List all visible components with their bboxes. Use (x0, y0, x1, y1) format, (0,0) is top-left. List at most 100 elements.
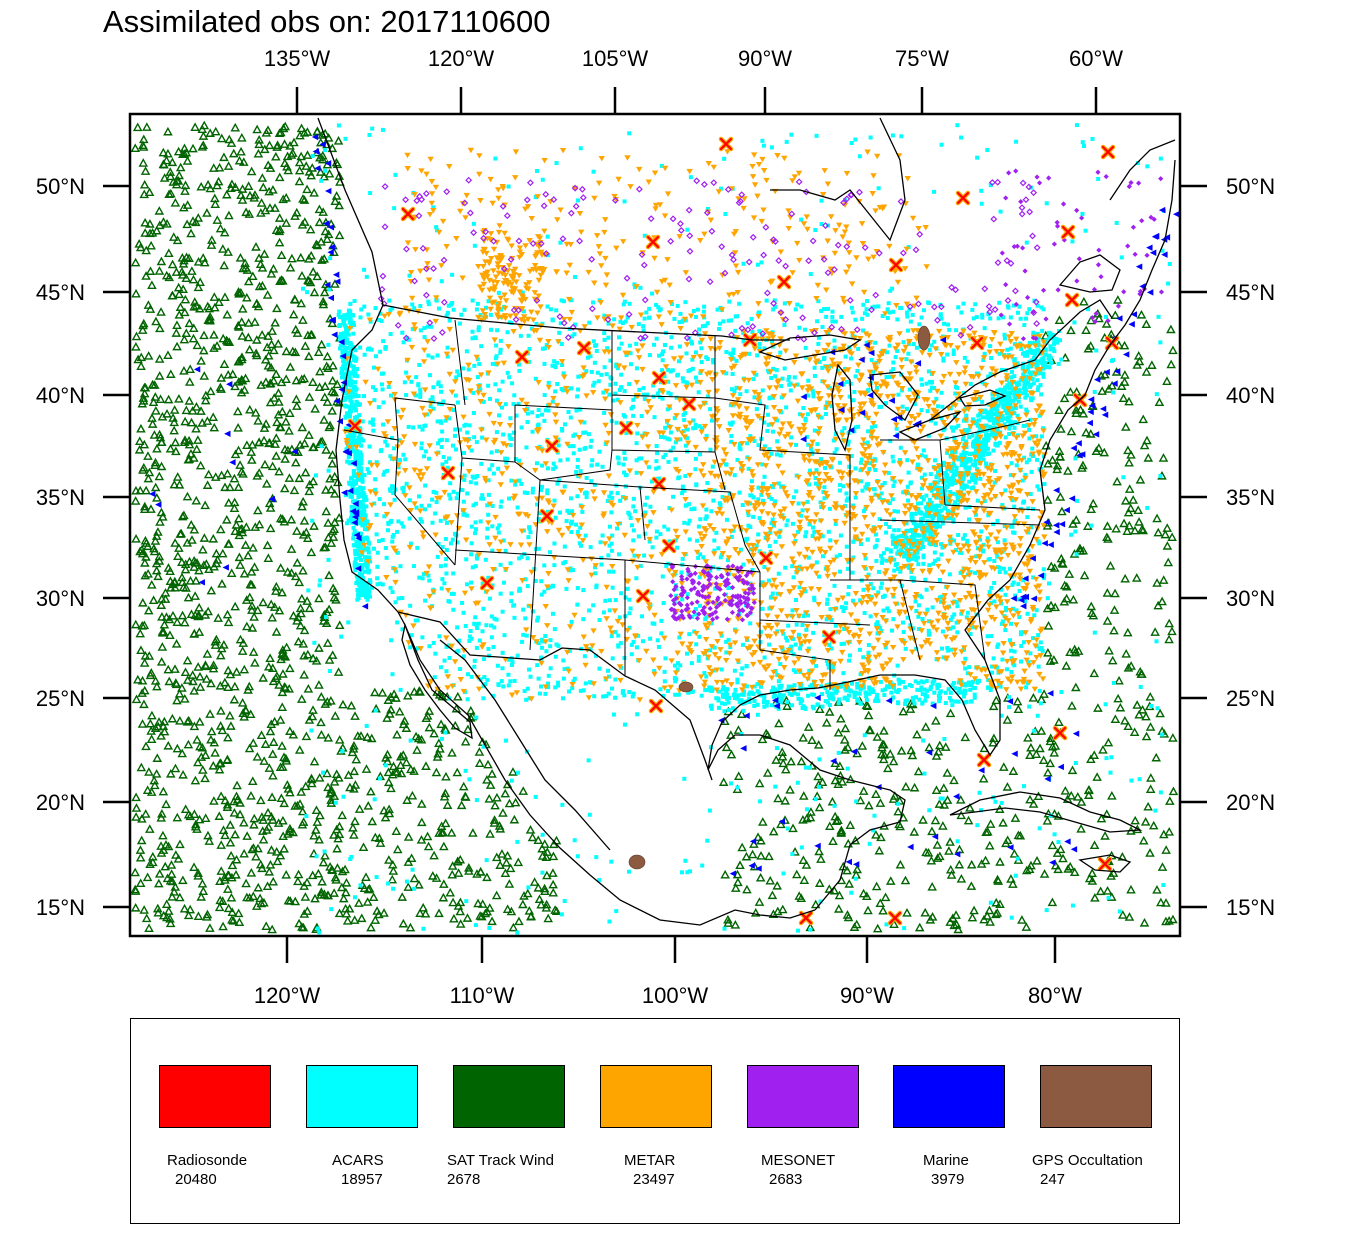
acars-marker (588, 354, 593, 359)
sat-track-wind-marker (304, 603, 315, 613)
acars-marker (406, 337, 411, 342)
acars-marker (663, 425, 668, 430)
acars-marker (525, 411, 530, 416)
acars-marker (319, 444, 324, 449)
acars-marker (866, 482, 871, 487)
sat-track-wind-marker (283, 895, 294, 905)
acars-marker (500, 650, 505, 655)
acars-marker (584, 491, 589, 496)
acars-marker (466, 367, 471, 372)
sat-track-wind-marker (216, 706, 226, 715)
sat-track-wind-marker (909, 782, 920, 792)
acars-marker (315, 926, 320, 931)
acars-marker (431, 489, 436, 494)
acars-marker (735, 785, 740, 790)
sat-track-wind-marker (219, 260, 229, 270)
acars-marker (575, 529, 580, 534)
sat-track-wind-marker (1119, 518, 1129, 528)
sat-track-wind-marker (1163, 557, 1174, 567)
acars-marker (716, 546, 721, 551)
acars-marker (997, 351, 1002, 356)
sat-track-wind-marker (1158, 453, 1169, 462)
acars-marker (1096, 176, 1101, 181)
sat-track-wind-marker (171, 850, 181, 859)
sat-track-wind-marker (926, 855, 937, 865)
sat-track-wind-marker (205, 315, 215, 325)
acars-marker (673, 679, 678, 684)
sat-track-wind-marker (271, 369, 281, 379)
sat-track-wind-marker (319, 287, 330, 297)
acars-marker (395, 409, 400, 414)
acars-marker (715, 307, 720, 312)
acars-marker (505, 370, 510, 375)
acars-marker (932, 550, 937, 555)
sat-track-wind-marker (776, 819, 786, 829)
sat-track-wind-marker (230, 122, 241, 132)
acars-marker (669, 302, 674, 307)
acars-marker (747, 351, 752, 356)
acars-marker (692, 506, 697, 511)
sat-track-wind-marker (193, 256, 204, 266)
sat-track-wind-marker (484, 903, 495, 912)
sat-track-wind-marker (982, 911, 992, 920)
acars-marker (669, 335, 674, 340)
sat-track-wind-marker (1045, 733, 1056, 743)
acars-marker (630, 694, 635, 699)
sat-track-wind-marker (166, 860, 177, 869)
sat-track-wind-marker (217, 896, 228, 905)
sat-track-wind-marker (1045, 736, 1056, 746)
sat-track-wind-marker (151, 225, 162, 235)
acars-marker (457, 427, 462, 432)
sat-track-wind-marker (134, 436, 145, 445)
acars-marker (1092, 630, 1097, 635)
sat-track-wind-marker (155, 432, 166, 442)
acars-marker (846, 592, 851, 597)
acars-marker (1070, 903, 1075, 908)
acars-marker (897, 457, 902, 462)
acars-marker (830, 663, 835, 668)
acars-marker (948, 626, 953, 631)
sat-track-wind-marker (142, 122, 152, 131)
sat-track-wind-marker (1012, 696, 1023, 706)
acars-marker (859, 578, 864, 583)
acars-marker (528, 530, 533, 535)
sat-track-wind-marker (492, 792, 502, 802)
sat-track-wind-marker (222, 802, 233, 811)
sat-track-wind-marker (1126, 450, 1136, 459)
sat-track-wind-marker (140, 382, 151, 392)
sat-track-wind-marker (323, 782, 333, 792)
sat-track-wind-marker (885, 876, 896, 885)
acars-marker (619, 372, 624, 377)
sat-track-wind-marker (314, 204, 325, 214)
sat-track-wind-marker (242, 292, 252, 302)
sat-track-wind-marker (268, 737, 279, 746)
sat-track-wind-marker (551, 906, 562, 915)
acars-marker (796, 529, 801, 534)
sat-track-wind-marker (137, 325, 148, 334)
acars-marker (447, 456, 452, 461)
sat-track-wind-marker (207, 235, 217, 244)
sat-track-wind-marker (1076, 797, 1087, 806)
acars-marker (818, 457, 823, 462)
acars-marker (444, 438, 449, 443)
sat-track-wind-marker (189, 809, 200, 819)
sat-track-wind-marker (250, 190, 260, 199)
sat-track-wind-marker (764, 851, 774, 861)
acars-marker (470, 298, 475, 303)
acars-marker (845, 566, 850, 571)
acars-marker (649, 590, 654, 595)
sat-track-wind-marker (1145, 691, 1156, 701)
acars-marker (832, 338, 837, 343)
acars-marker (676, 476, 681, 481)
sat-track-wind-marker (489, 815, 500, 824)
sat-track-wind-marker (1061, 661, 1072, 670)
sat-track-wind-marker (1042, 815, 1053, 825)
sat-track-wind-marker (212, 180, 222, 190)
acars-marker (779, 384, 784, 389)
sat-track-wind-marker (1133, 350, 1144, 360)
acars-marker (875, 631, 880, 636)
sat-track-wind-marker (294, 176, 305, 186)
acars-marker (1037, 487, 1042, 492)
acars-marker (938, 312, 943, 317)
acars-marker (597, 617, 602, 622)
